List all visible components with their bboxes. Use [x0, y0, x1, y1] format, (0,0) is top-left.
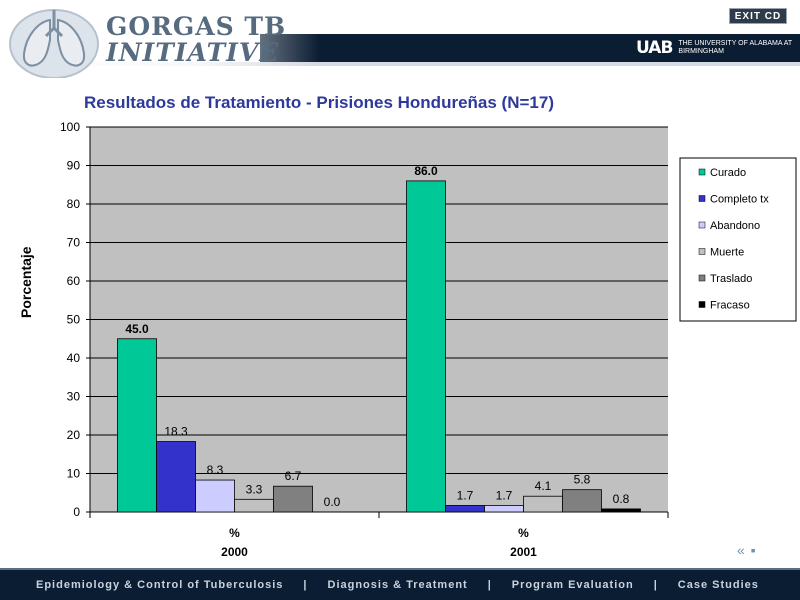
bar-completo-tx [156, 441, 196, 513]
y-tick-label: 20 [67, 428, 81, 442]
legend [679, 157, 797, 322]
data-label: 5.8 [574, 473, 591, 487]
data-label: 1.7 [496, 488, 513, 502]
bar-curado [117, 338, 157, 513]
bar-completo-tx [445, 505, 485, 513]
legend-label: Completo tx [710, 194, 769, 206]
y-tick-label: 40 [67, 351, 81, 365]
footer-nav-case-studies[interactable]: Case Studies [677, 579, 759, 591]
y-tick-label: 10 [67, 467, 81, 481]
footer-separator: | [487, 579, 492, 591]
y-tick-label: 90 [67, 159, 81, 173]
legend-label: Traslado [710, 273, 752, 285]
footer-separator: | [653, 579, 658, 591]
data-label: 6.7 [285, 469, 302, 483]
data-label: 4.1 [535, 479, 552, 493]
legend-label: Fracaso [710, 300, 750, 312]
legend-swatch [698, 168, 706, 176]
header: GORGAS TB INITIATIVE EXIT CD UAB THE UNI… [0, 0, 800, 88]
slide-nav: « ▪ [737, 543, 756, 557]
lungs-icon [9, 9, 99, 78]
bar-abandono [484, 505, 524, 513]
data-label: 45.0 [125, 322, 149, 336]
footer-nav: Epidemiology & Control of Tuberculosis |… [36, 579, 759, 591]
data-label: 1.7 [457, 488, 474, 502]
y-tick-label: 50 [67, 313, 81, 327]
bar-traslado [562, 489, 602, 513]
footer-nav-epidemiology[interactable]: Epidemiology & Control of Tuberculosis [36, 579, 284, 591]
data-label: 8.3 [207, 463, 224, 477]
legend-label: Curado [710, 167, 746, 179]
uab-text: THE UNIVERSITY OF ALABAMA AT BIRMINGHAM [678, 40, 792, 55]
bar-abandono [195, 479, 235, 513]
data-label: 3.3 [246, 482, 263, 496]
data-label: 0.8 [613, 492, 630, 506]
footer: Epidemiology & Control of Tuberculosis |… [0, 568, 800, 600]
y-tick-label: 70 [67, 236, 81, 250]
uab-mark: UAB [636, 38, 673, 58]
legend-swatch [698, 301, 706, 308]
y-tick-label: 0 [73, 505, 80, 519]
y-tick-label: 100 [60, 120, 80, 134]
brand-line-1: GORGAS TB [106, 12, 287, 41]
y-tick-label: 30 [67, 390, 81, 404]
prev-arrows-icon[interactable]: « [737, 542, 745, 558]
data-label: 0.0 [324, 495, 341, 509]
chart-title: Resultados de Tratamiento - Prisiones Ho… [84, 93, 554, 112]
bar-curado [406, 180, 446, 513]
data-label: 18.3 [164, 425, 188, 439]
exit-cd-button[interactable]: EXIT CD [729, 8, 787, 24]
bar-traslado [273, 485, 313, 513]
brand-line-2: INITIATIVE [106, 38, 280, 67]
header-bar [260, 34, 800, 62]
uab-logo: UAB THE UNIVERSITY OF ALABAMA AT BIRMING… [636, 38, 794, 58]
legend-swatch [698, 195, 706, 202]
footer-nav-program-evaluation[interactable]: Program Evaluation [511, 579, 634, 591]
x-category-label-line2: 2000 [221, 545, 248, 559]
footer-nav-diagnosis[interactable]: Diagnosis & Treatment [327, 579, 468, 591]
legend-swatch [698, 274, 706, 282]
x-category-label-line1: % [518, 526, 529, 540]
x-category-label-line1: % [229, 526, 240, 540]
legend-swatch [698, 248, 706, 255]
header-divider [0, 62, 800, 66]
x-category-label-line2: 2001 [510, 545, 537, 559]
y-tick-label: 60 [67, 274, 81, 288]
y-tick-label: 80 [67, 197, 81, 211]
bar-muerte [523, 495, 563, 513]
footer-separator: | [303, 579, 308, 591]
legend-swatch [698, 221, 706, 229]
bar-fracaso [601, 508, 641, 513]
legend-label: Muerte [710, 247, 744, 259]
bar-muerte [234, 498, 274, 513]
legend-label: Abandono [710, 220, 760, 232]
bar-chart: 0 10 20 30 40 50 60 70 80 90 100 45.0 18.3 8.3 3.3 6.7 0… [60, 120, 797, 559]
data-label: 86.0 [414, 164, 438, 178]
next-arrows-icon[interactable]: ▪ [750, 542, 756, 558]
